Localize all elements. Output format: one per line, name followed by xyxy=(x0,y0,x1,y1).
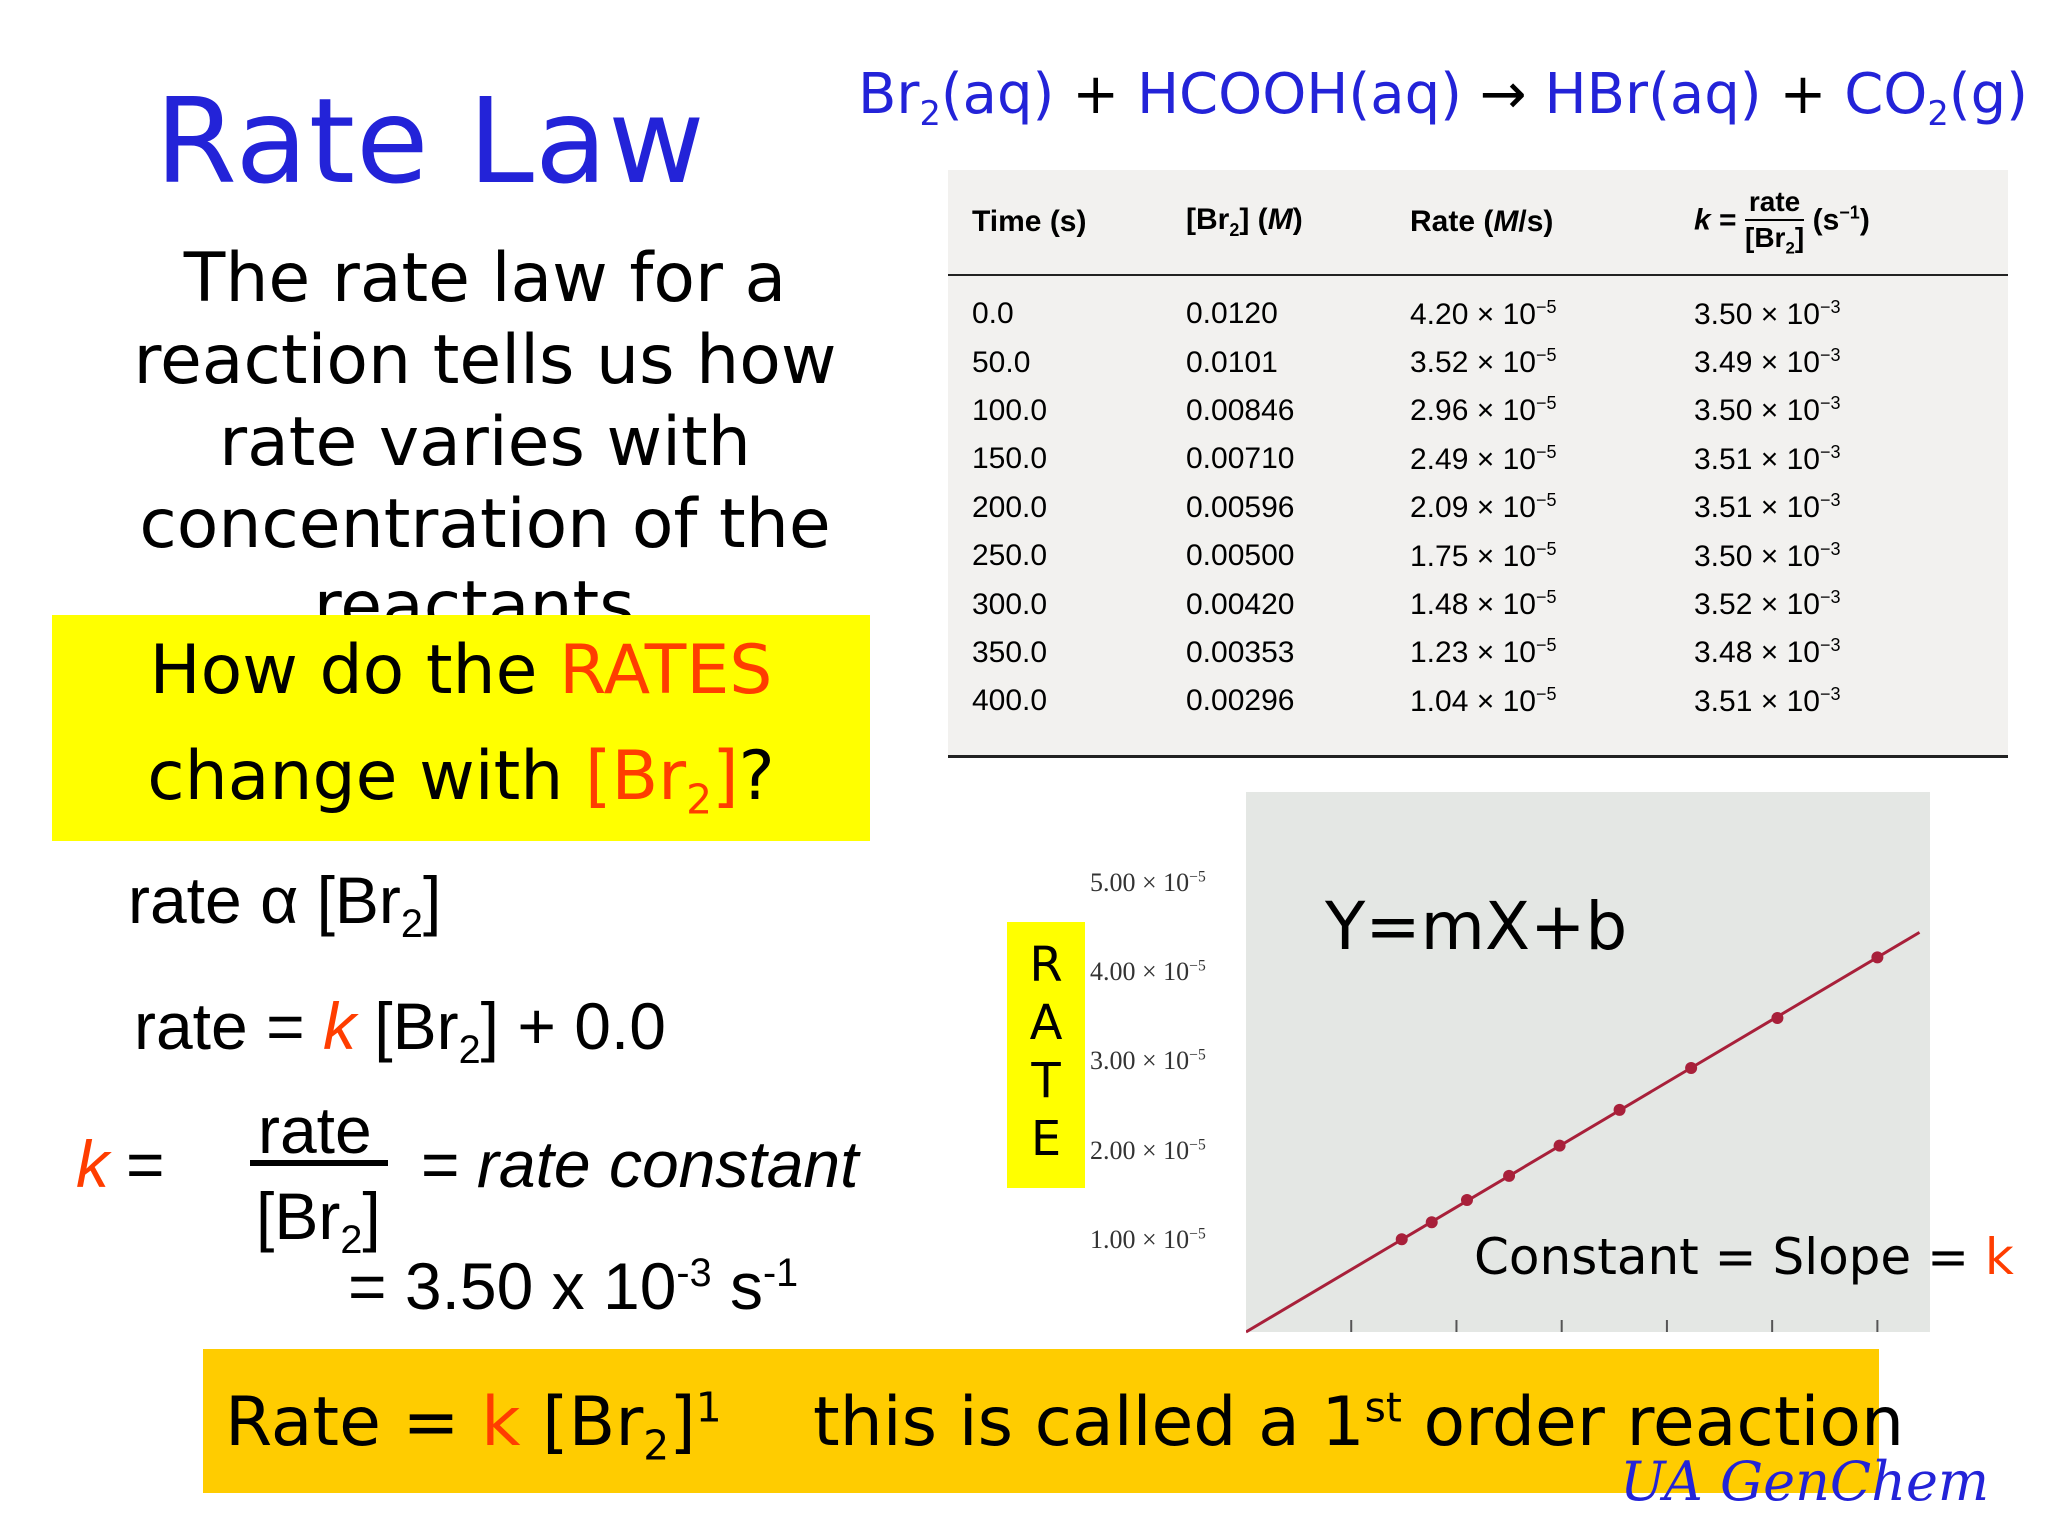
product-co2: CO2(g) xyxy=(1844,62,2028,134)
cell-rate: 1.75 × 10−5 xyxy=(1410,538,1557,573)
rate-vs-concentration-chart xyxy=(1246,931,1921,1334)
table-row: 250.0 0.00500 1.75 × 10−5 3.50 × 10−3 xyxy=(948,532,2008,580)
cell-k: 3.50 × 10−3 xyxy=(1694,393,1841,428)
cell-br2: 0.00710 xyxy=(1186,442,1295,476)
header-k: k = rate [Br2] (s−1) xyxy=(1670,170,2008,276)
plus-sign: + xyxy=(1779,62,1827,127)
header-time: Time (s) xyxy=(948,170,1162,276)
cell-k: 3.51 × 10−3 xyxy=(1694,441,1841,476)
question-line-2: change with [Br2]? xyxy=(147,737,775,824)
rate-constant-definition: k = rate [Br2] = rate constant xyxy=(60,1092,860,1262)
reaction-arrow-icon: → xyxy=(1479,62,1527,127)
brand-watermark: UA GenChem xyxy=(1620,1450,1990,1513)
reaction-equation: Br2(aq) + HCOOH(aq) → HBr(aq) + CO2(g) xyxy=(858,62,2028,133)
slope-annotation: Constant = Slope = k xyxy=(1474,1228,2014,1286)
proportionality-equation: rate α [Br2] xyxy=(128,863,442,947)
product-hbr: HBr(aq) xyxy=(1544,62,1762,127)
cell-time: 100.0 xyxy=(972,393,1048,427)
equals-sign: = xyxy=(126,1127,165,1201)
data-point xyxy=(1503,1169,1516,1182)
table-row: 350.0 0.00353 1.23 × 10−5 3.48 × 10−3 xyxy=(948,629,2008,677)
rate-equation: rate = k [Br2] + 0.0 xyxy=(134,989,666,1073)
cell-time: 400.0 xyxy=(972,684,1048,718)
reactant-hcooh: HCOOH(aq) xyxy=(1136,62,1462,127)
table-row: 200.0 0.00596 2.09 × 10−5 3.51 × 10−3 xyxy=(948,484,2008,532)
first-order-rate-law: Rate = k [Br2]1 xyxy=(225,1383,722,1470)
cell-br2: 0.00296 xyxy=(1186,684,1295,718)
cell-rate: 4.20 × 10−5 xyxy=(1410,296,1557,331)
fraction-numerator: rate xyxy=(258,1093,372,1167)
table-row: 150.0 0.00710 2.49 × 10−5 3.51 × 10−3 xyxy=(948,435,2008,483)
data-point xyxy=(1871,951,1884,964)
rate-constant-value: = 3.50 x 10-3 s-1 xyxy=(348,1249,799,1323)
first-order-label: this is called a 1st order reaction xyxy=(813,1383,1905,1462)
cell-k: 3.51 × 10−3 xyxy=(1694,683,1841,718)
table-row: 300.0 0.00420 1.48 × 10−5 3.52 × 10−3 xyxy=(948,580,2008,628)
cell-time: 350.0 xyxy=(972,635,1048,669)
cell-k: 3.52 × 10−3 xyxy=(1694,587,1841,622)
cell-rate: 1.04 × 10−5 xyxy=(1410,683,1557,718)
data-point xyxy=(1425,1216,1438,1229)
cell-br2: 0.00846 xyxy=(1186,393,1295,427)
cell-rate: 1.23 × 10−5 xyxy=(1410,635,1557,670)
reactant-br2: Br2(aq) xyxy=(858,62,1055,134)
cell-rate: 2.49 × 10−5 xyxy=(1410,441,1557,476)
table-row: 50.0 0.0101 3.52 × 10−5 3.49 × 10−3 xyxy=(948,338,2008,386)
y-tick-label: 2.00 × 10−5 xyxy=(1090,1135,1206,1165)
table-row: 0.0 0.0120 4.20 × 10−5 3.50 × 10−3 xyxy=(948,275,2008,338)
cell-rate: 2.09 × 10−5 xyxy=(1410,490,1557,525)
fraction-denominator: [Br2] xyxy=(256,1179,381,1263)
data-point xyxy=(1553,1139,1566,1152)
question-box: How do the RATES change with [Br2]? xyxy=(52,615,870,841)
linear-equation-annotation: Y=mX+b xyxy=(1325,888,1628,965)
cell-time: 250.0 xyxy=(972,539,1048,573)
header-br2: [Br2] (M) xyxy=(1162,170,1386,276)
cell-br2: 0.00353 xyxy=(1186,635,1295,669)
cell-k: 3.50 × 10−3 xyxy=(1694,538,1841,573)
cell-br2: 0.00596 xyxy=(1186,490,1295,524)
data-point xyxy=(1395,1233,1408,1246)
cell-rate: 1.48 × 10−5 xyxy=(1410,587,1557,622)
cell-br2: 0.0101 xyxy=(1186,345,1278,379)
rate-constant-label: = rate constant xyxy=(420,1127,859,1201)
y-tick-label: 4.00 × 10−5 xyxy=(1090,957,1206,987)
cell-k: 3.51 × 10−3 xyxy=(1694,490,1841,525)
cell-rate: 3.52 × 10−5 xyxy=(1410,345,1557,380)
cell-k: 3.48 × 10−3 xyxy=(1694,635,1841,670)
cell-br2: 0.00420 xyxy=(1186,587,1295,621)
cell-br2: 0.0120 xyxy=(1186,297,1278,331)
y-tick-label: 5.00 × 10−5 xyxy=(1090,868,1206,897)
question-line-1: How do the RATES xyxy=(149,631,773,710)
data-point xyxy=(1613,1103,1626,1116)
intro-text: The rate law for a reaction tells us how… xyxy=(133,239,837,646)
slide-title: Rate Law xyxy=(155,72,706,210)
cell-time: 150.0 xyxy=(972,442,1048,476)
data-point xyxy=(1460,1193,1473,1206)
y-tick-label: 3.00 × 10−5 xyxy=(1090,1046,1206,1076)
k-symbol: k xyxy=(76,1127,109,1201)
cell-time: 300.0 xyxy=(972,587,1048,621)
summary-banner: Rate = k [Br2]1 this is called a 1st ord… xyxy=(203,1349,1904,1493)
cell-br2: 0.00500 xyxy=(1186,539,1295,573)
data-point xyxy=(1685,1061,1698,1074)
cell-time: 200.0 xyxy=(972,490,1048,524)
data-point xyxy=(1771,1012,1784,1025)
cell-k: 3.50 × 10−3 xyxy=(1694,296,1841,331)
fraction-bar xyxy=(250,1160,388,1166)
cell-time: 50.0 xyxy=(972,345,1031,379)
fit-line xyxy=(1246,931,1921,1334)
y-tick-label: 1.00 × 10−5 xyxy=(1090,1224,1206,1254)
table-row: 100.0 0.00846 2.96 × 10−5 3.50 × 10−3 xyxy=(948,387,2008,435)
cell-rate: 2.96 × 10−5 xyxy=(1410,393,1557,428)
header-rate: Rate (M/s) xyxy=(1386,170,1670,276)
plus-sign: + xyxy=(1072,62,1120,127)
kinetics-data-table: Time (s) [Br2] (M) Rate (M/s) k = rate [B… xyxy=(948,170,2008,758)
plot-area xyxy=(1246,792,1930,1332)
table-row: 400.0 0.00296 1.04 × 10−5 3.51 × 10−3 xyxy=(948,677,2008,725)
cell-time: 0.0 xyxy=(972,297,1014,331)
cell-k: 3.49 × 10−3 xyxy=(1694,345,1841,380)
